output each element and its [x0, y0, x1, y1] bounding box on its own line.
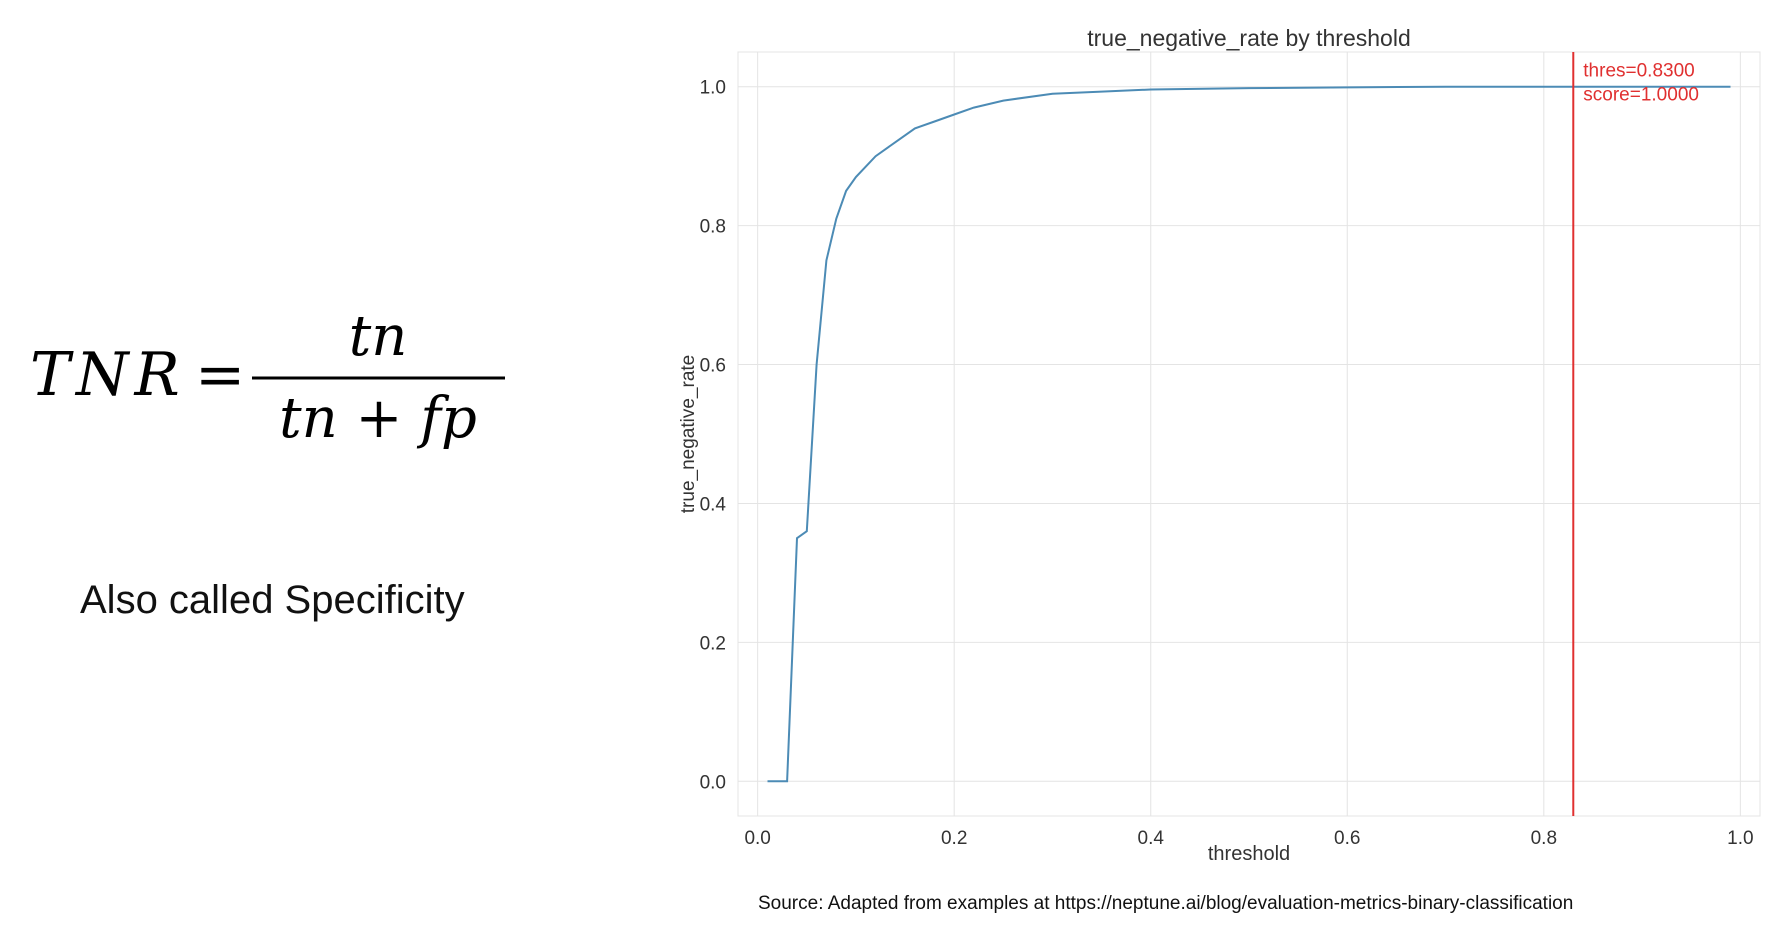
y-axis-label: true_negative_rate [678, 355, 699, 513]
y-tick-label: 0.6 [700, 356, 726, 377]
source-text: : Adapted from examples at https://neptu… [818, 893, 1574, 914]
chart-ticks: 0.0 0.2 0.4 0.6 0.8 1.0 0.0 0.2 0.4 0.6 0.8 1.0 [700, 78, 1754, 849]
source-note: Source: Adapted from examples at https:/… [758, 893, 1573, 915]
formula-lhs: TNR [30, 340, 186, 410]
x-tick-label: 0.8 [1531, 828, 1557, 849]
formula-numerator: tn [349, 304, 408, 369]
plot-frame [737, 51, 1761, 817]
subtitle: Also called Specificity [80, 578, 465, 622]
x-tick-label: 0.6 [1334, 828, 1360, 849]
y-tick-label: 0.8 [700, 217, 726, 238]
x-tick-label: 0.4 [1138, 828, 1165, 849]
series-line-true-negative-rate [767, 85, 1731, 783]
x-axis-label: threshold [1208, 843, 1290, 865]
x-tick-label: 0.0 [744, 828, 770, 849]
chart-grid [738, 52, 1760, 816]
x-tick-label: 0.2 [941, 828, 967, 849]
y-tick-label: 0.0 [700, 772, 726, 793]
threshold-annotation: thres=0.8300 [1583, 61, 1694, 82]
y-tick-label: 0.4 [700, 494, 727, 515]
tnr-formula: TNR = tn tn + fp [30, 304, 505, 451]
y-tick-label: 1.0 [700, 78, 726, 99]
formula-equals: = [195, 340, 245, 410]
source-label: Source [758, 893, 819, 914]
formula-denominator: tn + fp [279, 386, 477, 451]
chart-title: true_negative_rate by threshold [1087, 25, 1411, 51]
y-tick-label: 0.2 [700, 633, 726, 654]
x-tick-label: 1.0 [1727, 828, 1753, 849]
score-annotation: score=1.0000 [1583, 85, 1699, 106]
